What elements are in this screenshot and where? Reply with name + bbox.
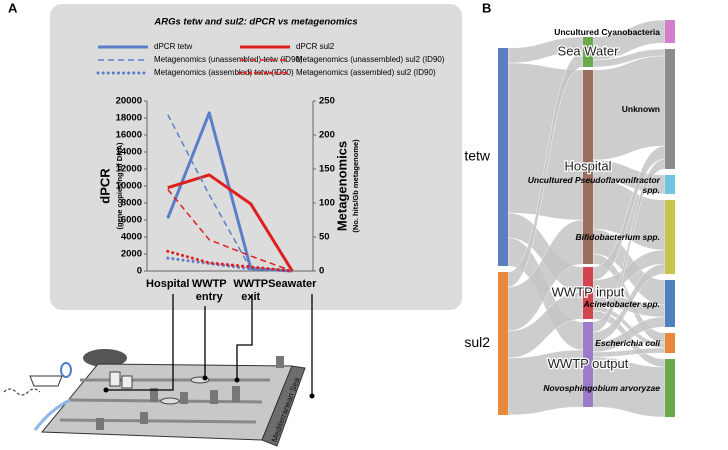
y-tick-label: 4000 xyxy=(121,232,142,243)
chart-panel xyxy=(50,4,462,310)
chart-title: ARGs tetw and sul2: dPCR vs metagenomics xyxy=(153,17,357,28)
y-tick-label: 16000 xyxy=(116,130,142,141)
y-tick-label: 0 xyxy=(137,266,142,277)
connector xyxy=(236,294,253,380)
tank xyxy=(160,397,180,405)
illustration: Mediterranean Sea xyxy=(3,349,306,447)
x-tick-label: Hospital xyxy=(146,278,190,290)
building xyxy=(180,392,188,404)
legend-label: dPCR tetw xyxy=(154,42,192,51)
dot xyxy=(202,375,208,381)
hill xyxy=(83,349,127,367)
connector xyxy=(106,294,174,391)
sankey-node xyxy=(665,49,675,169)
boat xyxy=(29,375,63,387)
sankey-node xyxy=(583,322,593,407)
y-tick-label: 14000 xyxy=(116,147,142,158)
y2-tick-label: 150 xyxy=(319,164,335,175)
sankey-node xyxy=(665,359,675,417)
sankey-node xyxy=(498,272,508,415)
y-tick-label: 10000 xyxy=(116,181,142,192)
series-line xyxy=(166,256,294,273)
panel-label: B xyxy=(482,0,491,15)
x-tick-label: Seawater xyxy=(268,278,317,290)
y-tick-label: 12000 xyxy=(116,164,142,175)
y-tick-label: 18000 xyxy=(116,113,142,124)
y-axis-subtitle: (gene copies/ng of DNA) xyxy=(115,142,124,230)
node-label: Bifidobacterium spp. xyxy=(575,232,660,242)
sankey-node xyxy=(665,200,675,274)
sankey-node xyxy=(498,48,508,266)
node-label: sul2 xyxy=(464,334,490,350)
series-line xyxy=(167,188,293,272)
connectors xyxy=(106,294,313,396)
node-label: WWTP input xyxy=(552,284,625,299)
node-label: Novosphingobium arvoryzae xyxy=(543,383,660,393)
legend-label: Metagenomics (assembled) tetw (ID90) xyxy=(154,68,294,77)
sankey-node xyxy=(583,37,593,67)
river xyxy=(33,398,71,431)
dot xyxy=(234,377,240,383)
sankey-link xyxy=(507,62,584,221)
node-label: Escherichia coli xyxy=(595,338,660,348)
building xyxy=(109,371,121,387)
y2-tick-label: 250 xyxy=(319,96,335,107)
legend-label: Metagenomics (unassembled) sul2 (ID90) xyxy=(296,55,445,64)
building xyxy=(210,390,218,404)
series-line xyxy=(166,249,294,273)
y-tick-label: 8000 xyxy=(121,198,142,209)
node-label: tetw xyxy=(464,148,491,164)
x-tick-label: WWTP exit xyxy=(233,278,269,303)
y2-tick-label: 100 xyxy=(319,198,335,209)
node-label: Uncultured Pseudoflavonifractor spp. xyxy=(527,174,660,195)
y-tick-label: 2000 xyxy=(121,249,142,260)
node-label: Acinetobacter spp. xyxy=(583,298,660,309)
legend-label: Metagenomics (assembled) sul2 (ID90) xyxy=(296,68,436,77)
y2-tick-label: 0 xyxy=(319,266,324,277)
logo xyxy=(60,362,72,378)
node-label: Uncultured Cyanobacteria xyxy=(554,26,660,37)
y-tick-label: 6000 xyxy=(121,215,142,226)
node-label: Hospital xyxy=(565,158,612,173)
dot xyxy=(103,387,109,393)
building xyxy=(150,388,158,402)
y2-axis-title: Metagenomics xyxy=(334,141,349,231)
building xyxy=(276,356,284,368)
connector-dots xyxy=(103,375,315,399)
y-tick-label: 20000 xyxy=(116,96,142,107)
series-line xyxy=(167,114,293,272)
node-label: Sea Water xyxy=(558,43,620,58)
y-axis-title: dPCR xyxy=(97,168,112,204)
x-tick-label: WWTP entry xyxy=(191,278,227,303)
series-line xyxy=(167,173,294,272)
legend-label: Metagenomics (unassembled) tetw (ID90) xyxy=(154,55,303,64)
wave xyxy=(3,388,41,396)
y2-tick-label: 200 xyxy=(319,130,335,141)
sankey-node xyxy=(665,20,675,43)
y2-axis-subtitle: (No. hits/Gb metagenome) xyxy=(351,139,360,233)
links xyxy=(507,19,666,418)
y2-tick-label: 50 xyxy=(319,232,330,243)
sankey-node xyxy=(665,333,675,353)
building xyxy=(232,386,240,402)
sankey-node xyxy=(583,267,593,319)
building xyxy=(121,375,133,389)
sankey-node xyxy=(665,175,675,194)
node-label: Unknown xyxy=(621,104,660,114)
sankey-node xyxy=(583,70,593,264)
dot xyxy=(309,393,315,399)
building xyxy=(140,412,148,424)
panel-label: A xyxy=(8,0,18,15)
legend-label: dPCR sul2 xyxy=(296,42,335,51)
sankey-node xyxy=(665,280,675,327)
node-label: WWTP output xyxy=(548,356,629,371)
sea-strip xyxy=(261,365,306,447)
building xyxy=(96,418,104,430)
